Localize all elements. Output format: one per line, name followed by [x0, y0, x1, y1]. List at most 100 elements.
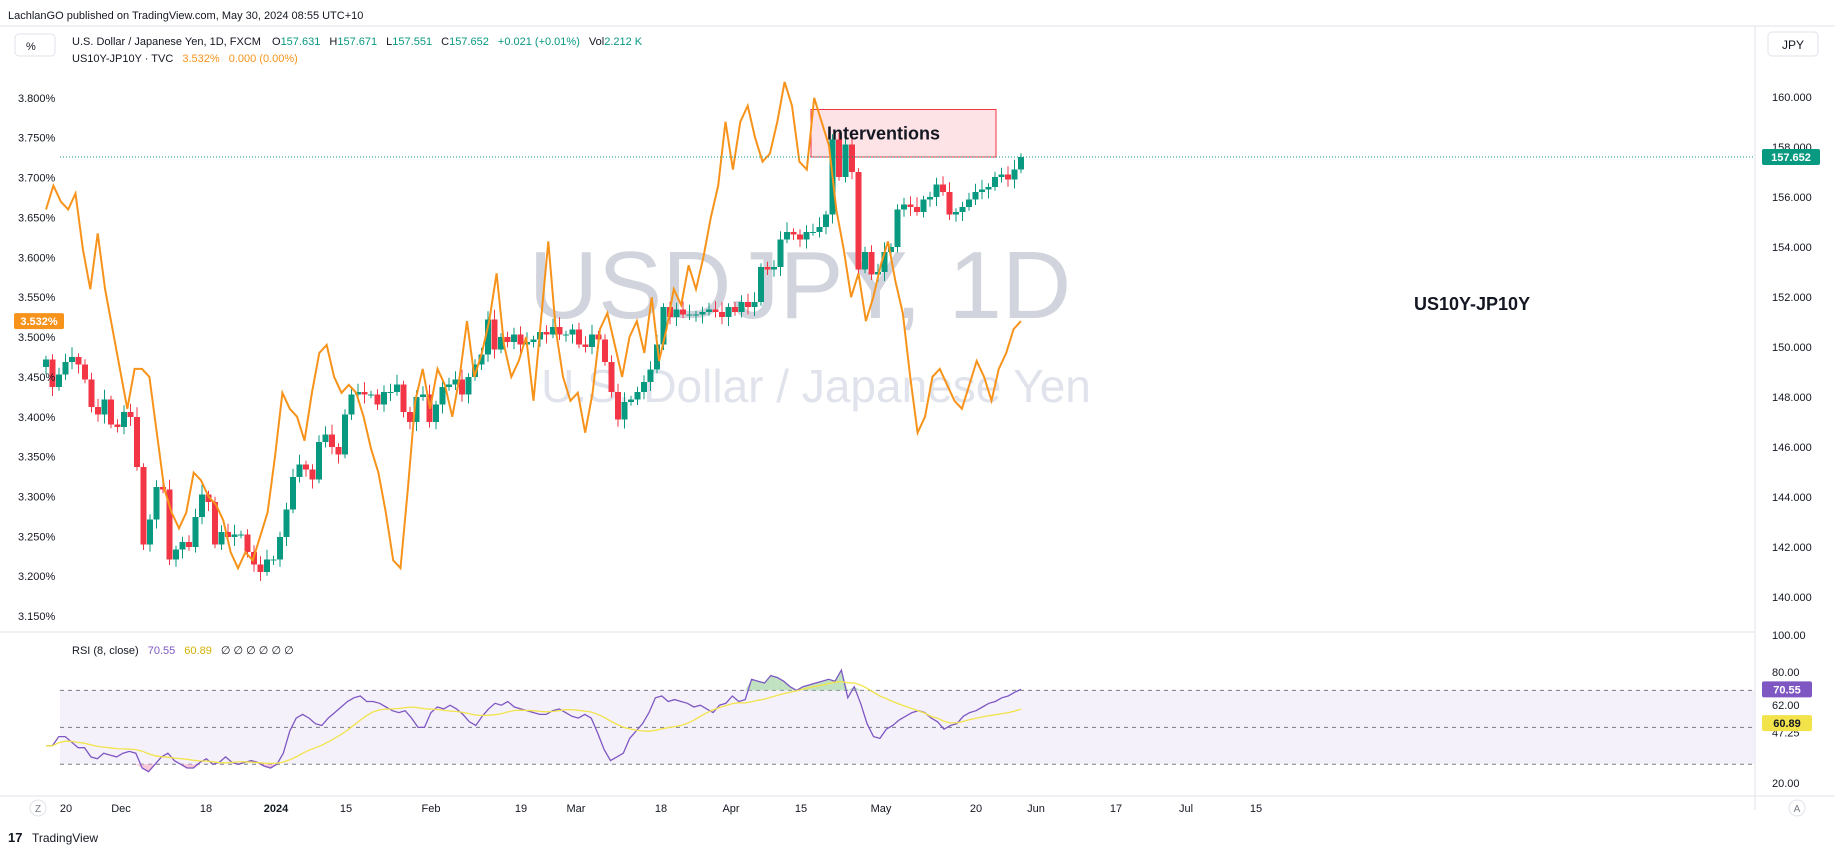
left-tick-label: 3.200% [18, 571, 56, 583]
z-button-label: Z [35, 804, 41, 815]
candle-body [745, 302, 751, 307]
candle-body [712, 309, 719, 312]
candle-body [303, 464, 309, 470]
candle-body [231, 534, 238, 537]
rsi-overbought-fill [834, 670, 842, 691]
candle-body [732, 307, 738, 312]
x-tick-label: 15 [340, 803, 352, 815]
candle-body [270, 559, 277, 561]
candle-body [725, 307, 732, 317]
rsi-ma-value: 60.89 [184, 645, 212, 657]
candle-body [225, 532, 231, 537]
x-tick-label: 20 [970, 803, 982, 815]
right-tick-label: 146.000 [1772, 442, 1812, 454]
candle-body [244, 534, 251, 552]
legend-spread-value: 3.532% [182, 53, 220, 65]
right-tick-label: 148.000 [1772, 392, 1812, 404]
candle-body [881, 252, 888, 272]
candle-body [615, 392, 621, 420]
candle-body [329, 434, 335, 447]
candle-body [686, 314, 693, 316]
rsi-overbought-fill [783, 681, 791, 691]
right-tick-label: 154.000 [1772, 242, 1812, 254]
candle-body [121, 412, 127, 427]
candle-body [751, 302, 758, 307]
x-tick-label: 18 [655, 803, 667, 815]
candle-body [101, 399, 108, 415]
legend-o-value: 157.631 [281, 36, 321, 48]
candle-body [114, 424, 121, 427]
candle-body [322, 434, 329, 442]
rsi-legend[interactable]: RSI (8, close) 70.55 60.89 ∅ ∅ ∅ ∅ ∅ ∅ [72, 645, 294, 657]
candle-body [348, 394, 355, 415]
legend-spread-change: 0.000 (0.00%) [229, 53, 298, 65]
candle-body [491, 319, 498, 350]
left-tick-label: 3.750% [18, 133, 56, 145]
rsi-oversold-fill [142, 764, 149, 772]
rsi-ma-badge-text: 60.89 [1773, 718, 1801, 730]
candle-body [582, 344, 589, 347]
left-tick-label: 3.150% [18, 611, 56, 623]
candle-body [173, 549, 179, 560]
candle-body [836, 139, 842, 177]
left-tick-label: 3.550% [18, 292, 56, 304]
candle-body [485, 319, 491, 355]
candle-body [608, 362, 615, 392]
currency-button[interactable]: JPY [1767, 31, 1819, 57]
candle-body [355, 392, 361, 395]
legend-usdjpy-name: U.S. Dollar / Japanese Yen, 1D, FXCM [72, 36, 261, 48]
left-tick-label: 3.800% [18, 93, 56, 105]
candle-body [316, 442, 322, 480]
right-axis: 160.000158.000156.000154.000152.000150.0… [1772, 92, 1812, 604]
rsi-ma-line [46, 680, 1022, 765]
candle-body [738, 302, 745, 312]
candle-body [446, 384, 452, 387]
x-tick-label: 2024 [264, 803, 289, 815]
rsi-badge: 70.55 [1762, 681, 1812, 698]
z-button[interactable]: Z [29, 799, 47, 817]
candle-body [218, 532, 225, 545]
x-tick-label: Jun [1027, 803, 1045, 815]
x-tick-label: 15 [1250, 803, 1262, 815]
candle-body [205, 494, 212, 502]
scale-button[interactable]: % [14, 33, 56, 57]
left-tick-label: 3.400% [18, 412, 56, 424]
x-tick-label: Feb [422, 803, 441, 815]
a-button[interactable]: A [1788, 799, 1806, 817]
legend-usdjpy[interactable]: U.S. Dollar / Japanese Yen, 1D, FXCM O15… [72, 36, 643, 48]
candle-body [153, 487, 160, 520]
candle-body [459, 379, 465, 395]
candle-body [452, 379, 459, 385]
candle-body [264, 559, 270, 572]
candle-body [803, 232, 810, 240]
candle-body [368, 394, 374, 396]
left-tick-label: 3.600% [18, 252, 56, 264]
spread-line [45, 81, 1022, 571]
candle-body [953, 212, 959, 215]
candle-body [472, 364, 478, 377]
candle-body [1005, 174, 1011, 180]
legend-spread[interactable]: US10Y-JP10Y · TVC 3.532% 0.000 (0.00%) [72, 53, 298, 65]
legend-spread-name: US10Y-JP10Y · TVC [72, 53, 173, 65]
tradingview-brand[interactable]: 17 TradingView [8, 830, 98, 845]
currency-button-label: JPY [1782, 38, 1804, 52]
rsi-axis-label: 100.00 [1772, 630, 1806, 642]
legend-change: +0.021 (+0.01%) [498, 36, 580, 48]
x-tick-label: 17 [1110, 803, 1122, 815]
legend-c-value: 157.652 [449, 36, 489, 48]
price-badge-text: 157.652 [1771, 152, 1811, 164]
left-tick-label: 3.500% [18, 332, 56, 344]
candle-body [88, 379, 95, 407]
left-axis: 3.800% 3.750% 3.700% 3.650% 3.600% 3.550% 3.50… [18, 93, 56, 623]
candle-body [238, 534, 244, 536]
tradingview-logo-icon: 17 [8, 830, 22, 845]
left-tick-label: 3.650% [18, 212, 56, 224]
spread-polyline [45, 81, 1022, 571]
candle-body [478, 354, 485, 365]
candle-body [62, 362, 69, 375]
candle-body [888, 247, 894, 252]
rsi-title: RSI (8, close) [72, 645, 139, 657]
candle-body [862, 252, 868, 270]
legend-o-label: O [272, 36, 281, 48]
candle-body [699, 312, 706, 315]
